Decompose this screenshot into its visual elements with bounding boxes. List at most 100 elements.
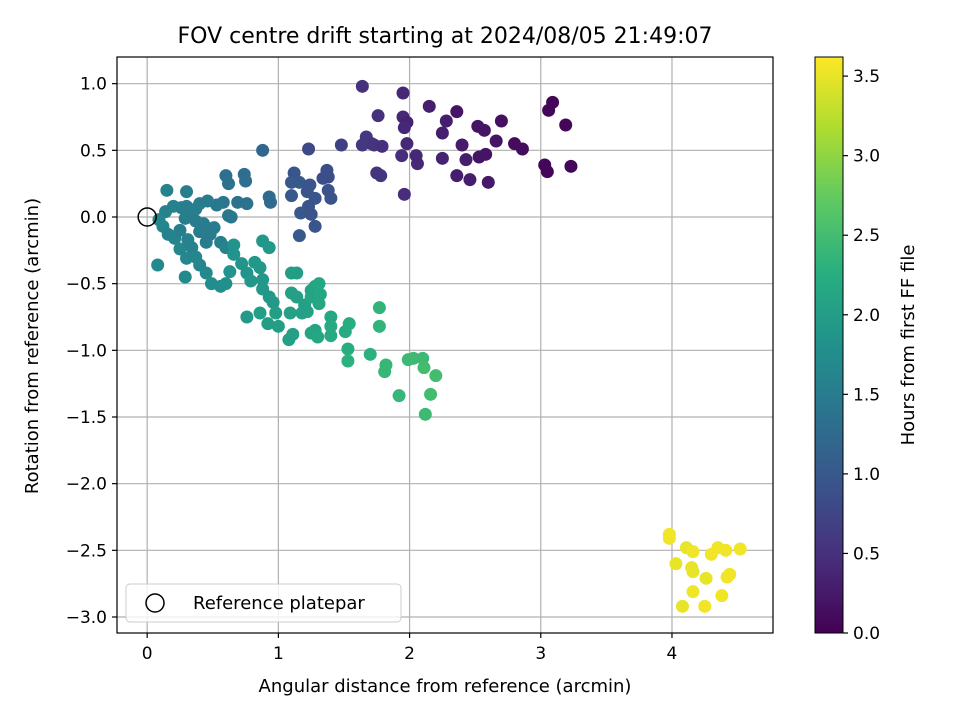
data-point — [371, 109, 385, 123]
colorbar-tick-label: 2.5 — [853, 226, 880, 246]
data-points — [151, 79, 747, 613]
data-point — [324, 329, 338, 343]
data-point — [720, 570, 734, 584]
data-point — [308, 219, 322, 233]
data-point — [698, 599, 712, 613]
data-point — [422, 99, 436, 113]
data-point — [494, 114, 508, 128]
legend: Reference platepar — [125, 583, 402, 623]
data-point — [207, 221, 221, 235]
data-point — [253, 261, 267, 275]
plot-frame — [116, 56, 774, 634]
data-point — [256, 234, 270, 248]
data-point — [334, 138, 348, 152]
data-point — [355, 138, 369, 152]
y-tick-label: 0.5 — [80, 141, 107, 161]
data-point — [271, 319, 285, 333]
data-point — [180, 185, 194, 199]
data-point — [489, 134, 503, 148]
data-point — [429, 369, 443, 383]
data-point — [178, 270, 192, 284]
colorbar-tick-label: 1.5 — [853, 385, 880, 405]
data-point — [410, 157, 424, 171]
data-point — [312, 297, 326, 311]
data-point — [675, 599, 689, 613]
legend-label: Reference platepar — [193, 593, 365, 614]
data-point — [662, 531, 676, 545]
y-tick-label: 0.0 — [80, 208, 107, 228]
data-point — [378, 365, 392, 379]
data-point — [435, 151, 449, 165]
data-point — [199, 266, 213, 280]
data-point — [341, 354, 355, 368]
y-tick-label: 1.0 — [80, 75, 107, 95]
data-point — [240, 197, 254, 211]
data-point — [669, 557, 683, 571]
legend-marker-icon — [145, 593, 165, 613]
data-point — [559, 118, 573, 132]
data-point — [253, 306, 267, 320]
y-tick-label: −1.5 — [66, 408, 107, 428]
data-point — [292, 175, 306, 189]
legend-box — [125, 583, 402, 623]
data-point — [450, 169, 464, 183]
data-point — [324, 310, 338, 324]
data-point — [264, 195, 278, 209]
data-point — [477, 123, 491, 137]
data-point — [304, 207, 318, 221]
data-point — [479, 147, 493, 161]
data-point — [396, 86, 410, 100]
data-point — [564, 159, 578, 173]
data-point — [397, 187, 411, 201]
data-point — [269, 306, 283, 320]
data-point — [284, 189, 298, 203]
data-point — [199, 235, 213, 249]
data-point — [686, 565, 700, 579]
data-point — [418, 407, 432, 421]
x-tick-label: 1 — [273, 644, 284, 664]
y-axis-ticks: 1.0 0.5 0.0 −0.5 −1.0 −1.5 −2.0 −2.5 −3.0 — [66, 75, 117, 628]
data-point — [435, 126, 449, 140]
reference-platepar-marker — [137, 207, 157, 227]
data-point — [290, 266, 304, 280]
data-point — [397, 121, 411, 135]
data-point — [312, 277, 326, 291]
y-tick-label: −2.0 — [66, 475, 107, 495]
data-point — [256, 143, 270, 157]
x-tick-label: 3 — [535, 644, 546, 664]
colorbar-ticks: 0.0 0.5 1.0 1.5 2.0 2.5 3.0 3.5 — [843, 67, 880, 644]
data-point — [219, 277, 233, 291]
x-tick-label: 4 — [667, 644, 678, 664]
data-point — [324, 191, 338, 205]
colorbar — [814, 56, 844, 634]
data-point — [540, 165, 554, 179]
data-point — [542, 103, 556, 117]
data-point — [355, 79, 369, 93]
data-point — [311, 330, 325, 344]
data-point — [699, 571, 713, 585]
data-point — [374, 169, 388, 183]
data-point — [400, 137, 414, 151]
data-point — [395, 149, 409, 163]
data-point — [286, 327, 300, 341]
data-point — [341, 342, 355, 356]
x-axis-ticks: 0 1 2 3 4 — [142, 633, 678, 664]
grid-lines — [117, 57, 773, 633]
data-point — [719, 543, 733, 557]
y-tick-label: −0.5 — [66, 275, 107, 295]
data-point — [515, 142, 529, 156]
data-point — [439, 114, 453, 128]
data-point — [173, 223, 187, 237]
data-point — [455, 138, 469, 152]
data-point — [324, 319, 338, 333]
data-point — [459, 153, 473, 167]
data-point — [160, 183, 174, 197]
y-tick-label: −1.0 — [66, 341, 107, 361]
colorbar-tick-label: 3.5 — [853, 67, 880, 87]
data-point — [316, 171, 330, 185]
data-point — [417, 361, 431, 375]
reference-marker-group — [137, 207, 157, 227]
data-point — [256, 273, 270, 287]
data-point — [292, 229, 306, 243]
